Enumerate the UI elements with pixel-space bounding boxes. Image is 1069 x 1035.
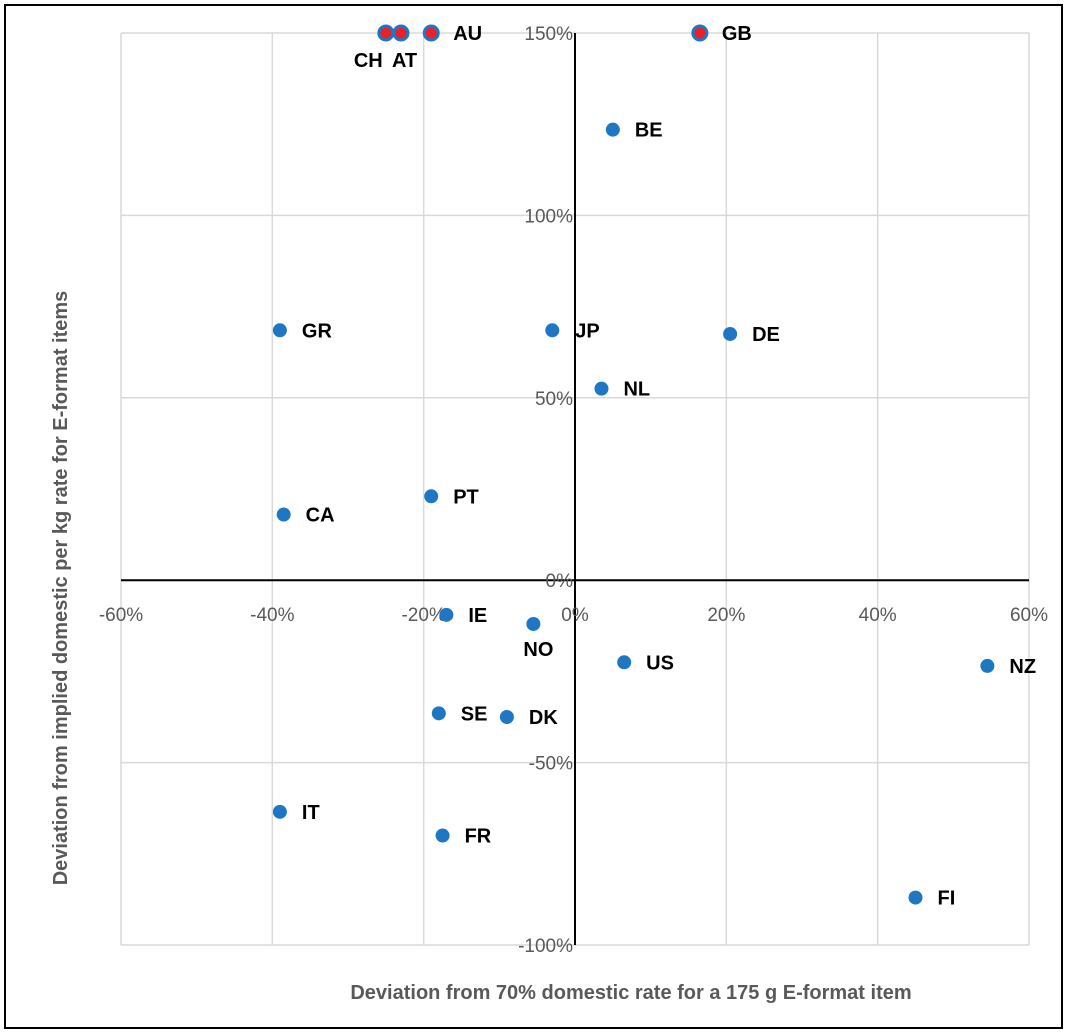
point-label-se: SE: [461, 703, 488, 725]
data-point-gb: [691, 24, 709, 42]
point-label-dk: DK: [529, 707, 558, 729]
point-label-ca: CA: [306, 505, 335, 527]
data-point-pt: [424, 489, 439, 504]
data-point-nz: [980, 658, 995, 673]
x-tick-label: 40%: [859, 605, 897, 626]
point-label-ch: CH: [354, 50, 383, 72]
y-tick-label: 150%: [524, 24, 573, 45]
point-label-ie: IE: [468, 605, 487, 627]
point-label-fr: FR: [465, 826, 492, 848]
data-point-fr: [435, 828, 450, 843]
point-label-jp: JP: [575, 320, 599, 342]
point-label-nz: NZ: [1009, 656, 1036, 678]
point-labels: CH AT AU GB BE GR JP DE NL PT CA IE NO US NZ SE DK IT FR FI: [302, 23, 1036, 910]
data-point-de: [723, 326, 738, 341]
data-point-se: [431, 706, 446, 721]
data-point-nl: [594, 381, 609, 396]
x-tick-labels: -60% -40% -20% 0% 20% 40% 60%: [99, 605, 1048, 626]
point-label-at: AT: [392, 50, 417, 72]
point-label-nl: NL: [623, 379, 650, 401]
point-label-gr: GR: [302, 320, 333, 342]
x-tick-label: -60%: [99, 605, 143, 626]
y-tick-labels: -100% -50% 0% 50% 100% 150%: [518, 24, 573, 957]
x-tick-label: 0%: [561, 605, 589, 626]
x-tick-label: 20%: [707, 605, 745, 626]
data-point-at: [392, 24, 410, 42]
point-label-au: AU: [453, 23, 482, 45]
y-tick-label: -50%: [529, 754, 573, 775]
y-tick-label: 50%: [535, 389, 573, 410]
data-point-gr: [272, 323, 287, 338]
point-label-gb: GB: [722, 23, 752, 45]
point-label-pt: PT: [453, 486, 479, 508]
point-label-it: IT: [302, 802, 320, 824]
point-label-us: US: [646, 652, 674, 674]
chart-frame: [4, 4, 1063, 1029]
data-point-au: [422, 24, 440, 42]
data-point-be: [605, 122, 620, 137]
data-point-dk: [499, 710, 514, 724]
data-point-ie: [439, 607, 454, 622]
data-point-fi: [908, 890, 923, 905]
data-points: [272, 24, 995, 905]
y-tick-label: -100%: [518, 936, 573, 957]
y-tick-label: 0%: [546, 571, 574, 592]
point-label-de: DE: [752, 324, 780, 346]
x-tick-label: -20%: [401, 605, 445, 626]
data-point-jp: [545, 323, 560, 338]
x-axis-title: Deviation from 70% domestic rate for a 1…: [350, 982, 911, 1004]
point-label-be: BE: [635, 120, 663, 142]
data-point-it: [272, 804, 287, 819]
x-tick-label: -40%: [250, 605, 294, 626]
data-point-ca: [276, 507, 291, 522]
data-point-no: [526, 616, 541, 631]
x-tick-label: 60%: [1010, 605, 1048, 626]
y-axis-title: Deviation from implied domestic per kg r…: [50, 291, 72, 886]
data-point-us: [617, 655, 632, 670]
data-point-ch: [377, 24, 395, 42]
point-label-no: NO: [523, 639, 553, 661]
y-tick-label: 100%: [524, 206, 573, 227]
point-label-fi: FI: [938, 888, 956, 910]
axes: [121, 33, 1029, 945]
